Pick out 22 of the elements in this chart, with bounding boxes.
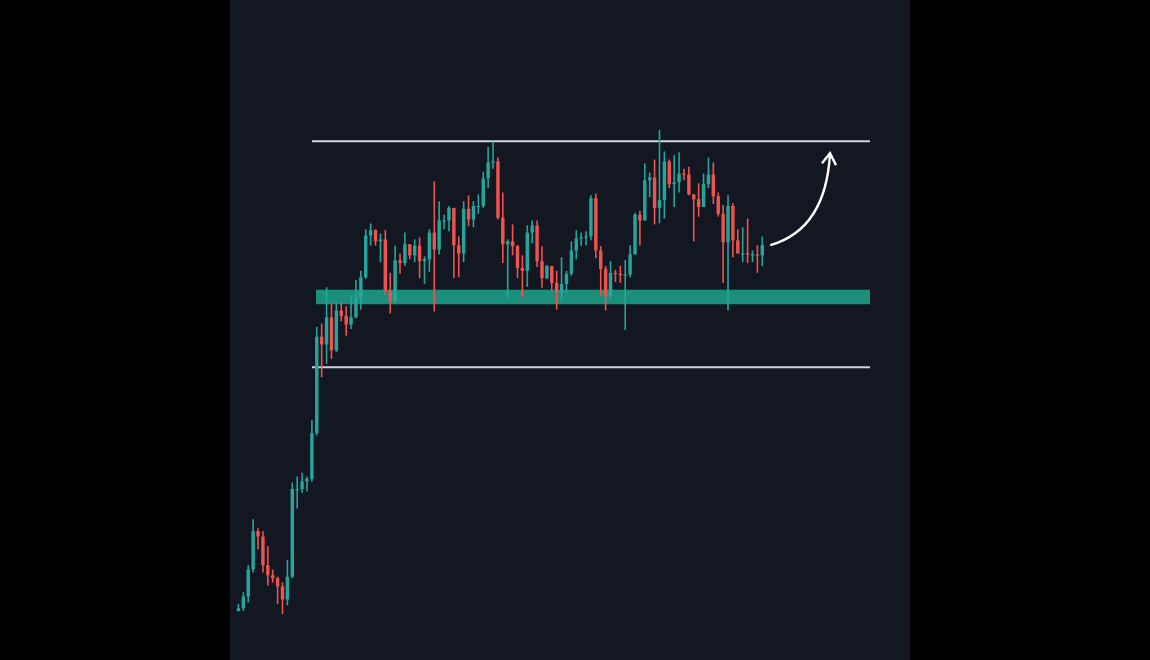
candlestick [398, 252, 402, 275]
candlestick [745, 217, 750, 264]
candlestick [741, 226, 745, 263]
candlestick [447, 205, 451, 232]
candlestick [452, 207, 456, 279]
candlestick [643, 162, 647, 222]
candlestick [731, 202, 735, 259]
candlestick [755, 244, 760, 274]
candlestick [589, 194, 593, 242]
candlestick [466, 194, 471, 228]
candlestick [437, 200, 441, 256]
candlestick [403, 231, 407, 267]
candlestick [638, 210, 642, 246]
candlestick [471, 200, 476, 229]
candlestick [672, 154, 676, 208]
candlestick [726, 194, 730, 312]
candlestick [559, 256, 564, 302]
candlestick [393, 244, 397, 304]
candlestick [554, 270, 559, 311]
candlestick [506, 238, 510, 300]
candlestick [687, 165, 691, 197]
candlestick [344, 305, 348, 337]
